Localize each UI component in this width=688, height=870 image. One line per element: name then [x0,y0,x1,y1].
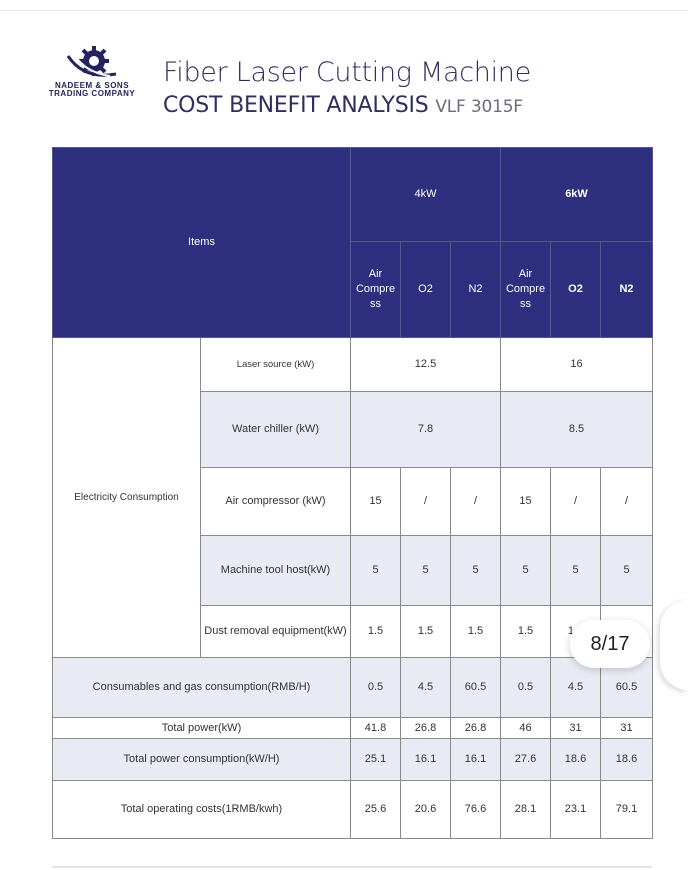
cell: 18.6 [599,738,654,781]
cell: 15 [500,467,551,536]
cell: 5 [450,535,501,606]
cell: 5 [550,535,601,606]
cell: 28.1 [500,780,551,839]
row-label: Air compressor (kW) [200,467,351,536]
row-label: Total operating costs(1RMB/kwh) [52,780,351,839]
table-row: Total power(kW) 41.8 26.8 26.8 46 31 31 [52,717,654,739]
cell: 5 [350,535,401,606]
cell: 8.5 [499,391,654,468]
cell: 20.6 [400,780,451,839]
page-indicator: 8/17 [570,620,650,668]
cell: 5 [500,535,551,606]
cell: 60.5 [450,657,501,718]
subcol-header: Air Compre ss [500,241,551,338]
row-label: Consumables and gas consumption(RMB/H) [52,657,351,718]
cell: 16 [499,337,654,392]
cell: 25.6 [350,780,401,839]
scroll-button[interactable] [660,600,688,690]
cell: 12.5 [350,337,501,392]
table-row: Machine tool host(kW) 5 5 5 5 5 5 [53,535,654,606]
cell: 5 [400,535,451,606]
subcol-header: O2 [550,241,601,338]
electricity-label: Electricity Consumption [52,337,201,658]
table-row: Air compressor (kW) 15 / / 15 / / [53,467,654,536]
row-label: Machine tool host(kW) [200,535,351,606]
group-6kw-header: 6kW [499,147,654,242]
row-label: Laser source (kW) [200,337,351,392]
cell: 16.1 [400,738,451,781]
cell: 25.1 [350,738,401,781]
table-row: Total operating costs(1RMB/kwh) 25.6 20.… [52,780,654,839]
cell: 5 [599,535,654,606]
company-logo: NADEEM & SONS TRADING COMPANY [44,44,140,98]
cell: / [599,467,654,536]
items-header: Items [52,147,351,338]
row-label: Water chiller (kW) [200,391,351,468]
subcol-header: O2 [400,241,451,338]
group-4kw-header: 4kW [350,147,501,242]
cell: 41.8 [350,717,401,739]
cell: 76.6 [450,780,501,839]
row-label: Total power(kW) [52,717,351,739]
cell: 1.5 [400,605,451,658]
cell: 1.5 [450,605,501,658]
table-row: Total power consumption(kW/H) 25.1 16.1 … [52,738,654,781]
subtitle-text: COST BENEFIT ANALYSIS [163,93,429,118]
subcol-header: N2 [599,241,654,338]
cell: 0.5 [500,657,551,718]
cell: / [550,467,601,536]
cell: 1.5 [350,605,401,658]
cell: 0.5 [350,657,401,718]
cell: 31 [599,717,654,739]
cell: 18.6 [550,738,601,781]
cost-table: Items 4kW 6kW Air Compre ss O2 N2 Air Co… [52,147,654,839]
cell: 1.5 [500,605,551,658]
cell: 79.1 [599,780,654,839]
cell: 26.8 [450,717,501,739]
page-title: Fiber Laser Cutting Machine [163,57,531,88]
cell: 16.1 [450,738,501,781]
cell: 31 [550,717,601,739]
cell: 46 [500,717,551,739]
logo-line1: NADEEM & SONS [54,81,130,90]
table-row: Consumables and gas consumption(RMB/H) 0… [52,657,654,718]
cell: 15 [350,467,401,536]
cell: 23.1 [550,780,601,839]
table-row: Water chiller (kW) 7.8 8.5 [53,391,654,468]
cell: 4.5 [400,657,451,718]
row-label: Dust removal equipment(kW) [200,605,351,658]
row-label: Total power consumption(kW/H) [52,738,351,781]
subcol-header: Air Compre ss [350,241,401,338]
bottom-divider [52,866,652,868]
page-subtitle: COST BENEFIT ANALYSIS VLF 3015F [163,93,523,118]
model-number: VLF 3015F [435,97,523,117]
logo-line2: TRADING COMPANY [48,89,136,98]
gear-icon [66,46,117,77]
cell: 26.8 [400,717,451,739]
top-divider [0,10,688,11]
cell: 27.6 [500,738,551,781]
subcol-header: N2 [450,241,501,338]
cell: / [400,467,451,536]
cell: 7.8 [350,391,501,468]
table-row: Electricity Consumption Laser source (kW… [52,337,654,658]
cell: / [450,467,501,536]
